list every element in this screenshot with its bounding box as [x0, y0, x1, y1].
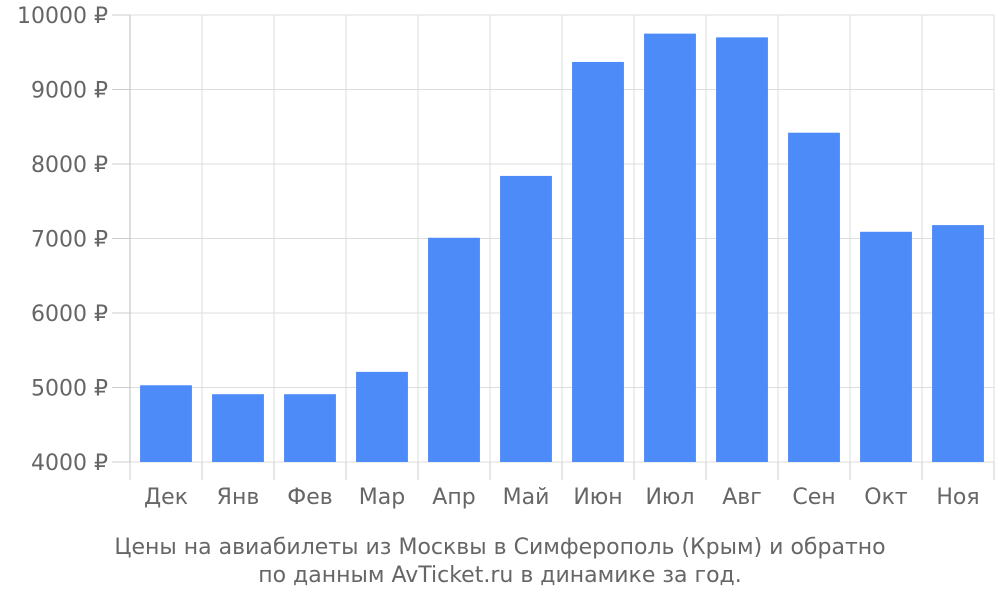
bar-Дек	[140, 385, 192, 462]
x-tick-label: Мар	[359, 485, 405, 510]
x-tick-label: Ноя	[936, 485, 979, 510]
y-tick-label: 7000 ₽	[31, 228, 108, 253]
y-tick-label: 10000 ₽	[17, 4, 108, 29]
y-tick-label: 8000 ₽	[31, 153, 108, 178]
chart-caption-line-1: Цены на авиабилеты из Москвы в Симферопо…	[114, 535, 886, 560]
bar-Авг	[716, 37, 768, 462]
chart-caption-line-2: по данным AvTicket.ru в динамике за год.	[258, 563, 742, 588]
x-tick-label: Окт	[864, 485, 908, 510]
y-tick-label: 6000 ₽	[31, 302, 108, 327]
y-tick-label: 9000 ₽	[31, 79, 108, 104]
bar-Июл	[644, 33, 696, 462]
x-tick-label: Фев	[287, 485, 332, 510]
y-tick-label: 5000 ₽	[31, 377, 108, 402]
x-tick-label: Апр	[432, 485, 475, 510]
x-tick-label: Сен	[792, 485, 835, 510]
x-tick-label: Дек	[144, 485, 188, 510]
x-tick-label: Янв	[217, 485, 260, 510]
x-tick-label: Май	[503, 485, 550, 510]
bar-Ноя	[932, 225, 984, 462]
bar-Янв	[212, 394, 264, 462]
bar-Июн	[572, 61, 624, 463]
x-tick-label: Авг	[722, 485, 762, 510]
x-tick-label: Июн	[573, 485, 622, 510]
bar-chart: 4000 ₽ 5000 ₽ 6000 ₽ 7000 ₽ 8000 ₽ 9000 ₽ 1000…	[17, 4, 995, 510]
bar-Мар	[356, 371, 408, 462]
bar-Окт	[860, 231, 912, 462]
bar-Фев	[284, 394, 336, 462]
x-tick-label: Июл	[645, 485, 694, 510]
bar-Май	[500, 175, 552, 463]
bar-Сен	[788, 132, 840, 462]
bar-Апр	[428, 237, 480, 462]
y-tick-label: 4000 ₽	[31, 451, 108, 476]
